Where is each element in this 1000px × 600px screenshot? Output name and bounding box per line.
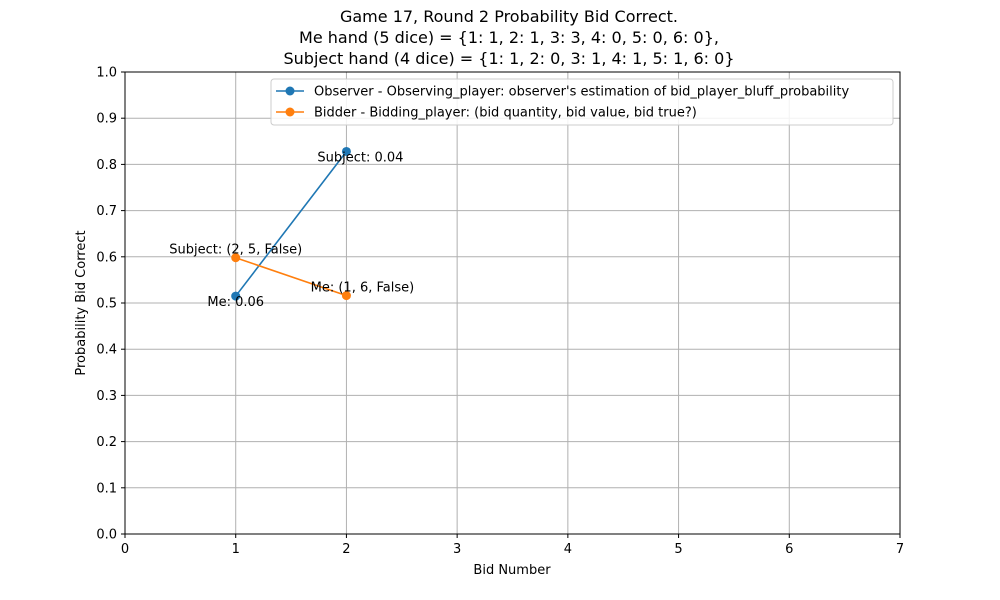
series [231, 146, 351, 301]
legend-label-bidder: Bidder - Bidding_player: (bid quantity, … [314, 106, 697, 121]
y-tick-label: 0.7 [96, 204, 117, 219]
data-point [231, 291, 241, 301]
x-tick-label: 0 [121, 542, 129, 557]
y-tick-label: 0.1 [96, 481, 117, 496]
x-tick-label: 5 [674, 542, 682, 557]
data-label: Subject: (2, 5, False) [169, 243, 302, 258]
y-tick-label: 0.9 [96, 112, 117, 127]
x-axis-label: Bid Number [473, 563, 551, 578]
legend-box [270, 78, 894, 126]
data-point [341, 291, 351, 301]
y-tick-label: 0.0 [96, 528, 117, 543]
x-tick-label: 7 [896, 542, 904, 557]
x-tick-label: 1 [232, 542, 240, 557]
title-line-3: Subject hand (4 dice) = {1: 1, 2: 0, 3: … [283, 49, 734, 68]
x-tick-label: 4 [564, 542, 572, 557]
legend-marker-observer [285, 86, 295, 96]
legend-marker-bidder [285, 107, 295, 117]
legend: Observer - Observing_player: observer's … [270, 78, 894, 126]
y-tick-label: 0.5 [96, 297, 117, 312]
y-axis-label: Probability Bid Correct [74, 230, 89, 375]
title-line-1: Game 17, Round 2 Probability Bid Correct… [340, 7, 678, 26]
y-tick-label: 0.3 [96, 389, 117, 404]
x-tick-label: 3 [453, 542, 461, 557]
data-point [341, 146, 351, 156]
series-line-1 [235, 256, 347, 297]
y-tick-label: 0.4 [96, 343, 117, 358]
x-tick-label: 2 [342, 542, 350, 557]
x-tick-label: 6 [785, 542, 793, 557]
series-line-0 [235, 150, 348, 297]
annotations: Me: 0.06 Subject: 0.04 Subject: (2, 5, Fal… [169, 150, 414, 310]
y-tick-label: 1.0 [96, 66, 117, 81]
legend-label-observer: Observer - Observing_player: observer's … [314, 85, 849, 100]
y-tick-label: 0.6 [96, 250, 117, 265]
ticks: 0 1 2 3 4 5 6 7 0.0 0.1 0.2 0.3 0.4 0.5 0.6 0.7 0.8 0.9 1.… [96, 66, 904, 558]
data-label: Me: 0.06 [207, 295, 264, 310]
y-tick-label: 0.8 [96, 158, 117, 173]
chart-title: Game 17, Round 2 Probability Bid Correct… [283, 7, 734, 68]
data-label: Me: (1, 6, False) [311, 281, 415, 296]
y-tick-label: 0.2 [96, 435, 117, 450]
title-line-2: Me hand (5 dice) = {1: 1, 2: 1, 3: 3, 4:… [299, 28, 719, 47]
data-point [231, 253, 241, 263]
data-label: Subject: 0.04 [317, 150, 403, 165]
